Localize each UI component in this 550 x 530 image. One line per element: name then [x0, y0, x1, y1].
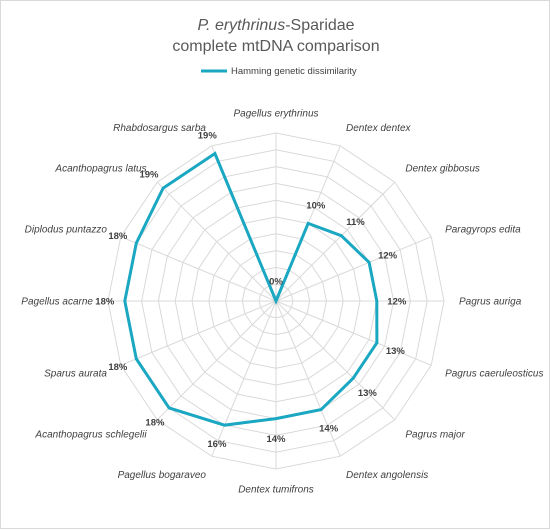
category-label: Pagrus auriga: [459, 297, 522, 308]
chart-title-rest: -Sparidae: [285, 17, 354, 34]
grid-spoke: [275, 236, 432, 302]
category-label: Paragyrops edita: [445, 225, 521, 236]
grid-spoke: [275, 300, 396, 421]
grid-spoke: [156, 300, 277, 421]
value-label: 19%: [198, 131, 218, 142]
category-label: Rhabdosargus sarba: [113, 123, 206, 134]
chart-title-line2: complete mtDNA comparison: [172, 38, 379, 55]
value-label: 10%: [306, 200, 326, 211]
value-label: 14%: [319, 424, 339, 435]
value-label: 12%: [378, 250, 398, 261]
value-label: 13%: [358, 388, 378, 399]
category-label: Pagellus acarne: [21, 297, 93, 308]
grid-spoke: [275, 300, 341, 457]
category-label: Dentex gibbosus: [405, 164, 480, 175]
category-label: Dentex tumifrons: [238, 485, 314, 496]
value-label: 13%: [386, 346, 406, 357]
value-label: 18%: [145, 418, 165, 429]
category-label: Acanthopagrus latus: [54, 164, 146, 175]
category-label: Pagellus bogaraveo: [118, 470, 207, 481]
grid-spoke: [211, 300, 277, 457]
category-label: Sparus aurata: [44, 368, 107, 379]
category-label: Pagellus erythrinus: [233, 109, 318, 120]
value-label: 19%: [139, 170, 159, 181]
category-label: Pagrus major: [405, 429, 465, 440]
chart-title-line1: P. erythrinus-Sparidae: [197, 17, 354, 34]
category-label: Dentex angolensis: [346, 470, 428, 481]
grid-spoke: [120, 300, 277, 366]
grid-spoke: [156, 181, 277, 302]
legend-label: Hamming genetic dissimilarity: [231, 66, 357, 77]
value-label: 12%: [387, 297, 407, 308]
value-label: 0%: [269, 277, 283, 288]
value-label: 18%: [108, 231, 128, 242]
category-label: Pagrus caeruleosticus: [445, 368, 543, 379]
value-label: 18%: [95, 297, 115, 308]
value-label: 14%: [266, 434, 286, 445]
grid-spoke: [275, 300, 432, 366]
grid-spoke: [120, 236, 277, 302]
chart-title-italic: P. erythrinus: [197, 17, 285, 34]
category-label: Acanthopagrus schlegelii: [34, 429, 147, 440]
value-label: 11%: [346, 217, 365, 228]
category-label: Diplodus puntazzo: [25, 225, 108, 236]
grid-spoke: [275, 181, 396, 302]
series-line: [123, 151, 379, 427]
radar-series: [123, 151, 379, 427]
value-label: 16%: [207, 439, 227, 450]
legend: Hamming genetic dissimilarity: [201, 66, 357, 77]
value-label: 18%: [108, 362, 128, 373]
category-label: Dentex dentex: [346, 123, 411, 134]
radar-labels: Pagellus erythrinus 0% Dentex dentex 10% Den…: [21, 109, 543, 496]
